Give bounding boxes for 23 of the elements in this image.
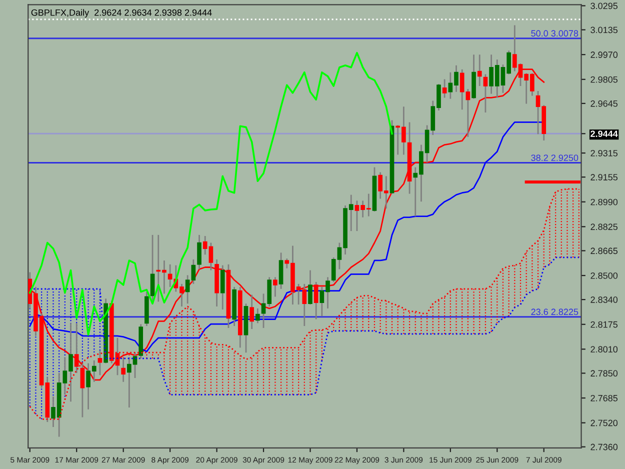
y-tick-label: 2.7850 xyxy=(590,370,618,377)
y-tick-label: 2.9444 xyxy=(590,130,618,137)
ref-line-label: 50.0 3.0078 xyxy=(531,30,578,37)
y-tick-label: 2.7520 xyxy=(590,420,618,426)
y-tick-label: 2.9155 xyxy=(590,174,618,180)
y-tick-label: 2.8010 xyxy=(590,346,618,353)
y-tick-label: 2.8665 xyxy=(590,248,618,254)
y-tick-label: 3.0295 xyxy=(590,2,618,10)
y-tick-label: 2.8175 xyxy=(590,321,618,328)
y-tick-label: 2.8340 xyxy=(590,296,618,303)
y-tick-label: 2.9970 xyxy=(590,52,618,58)
y-tick-label: 3.0135 xyxy=(590,26,618,34)
y-tick-label: 2.8500 xyxy=(590,272,618,279)
chart-title: GBPLFX,Daily 2.9624 2.9634 2.9398 2.9444 xyxy=(31,9,212,18)
y-tick-label: 2.8990 xyxy=(590,198,618,206)
ref-line-label: 23.6 2.8225 xyxy=(531,308,578,316)
y-tick-label: 2.9315 xyxy=(590,150,618,156)
y-tick-label: 2.9645 xyxy=(590,100,618,107)
y-tick-label: 2.7360 xyxy=(590,444,618,450)
y-tick-label: 2.8825 xyxy=(590,224,618,230)
y-tick-label: 2.7685 xyxy=(590,394,618,402)
ref-line-label: 38.2 2.9250 xyxy=(531,154,578,162)
y-tick-label: 2.9805 xyxy=(590,76,618,83)
